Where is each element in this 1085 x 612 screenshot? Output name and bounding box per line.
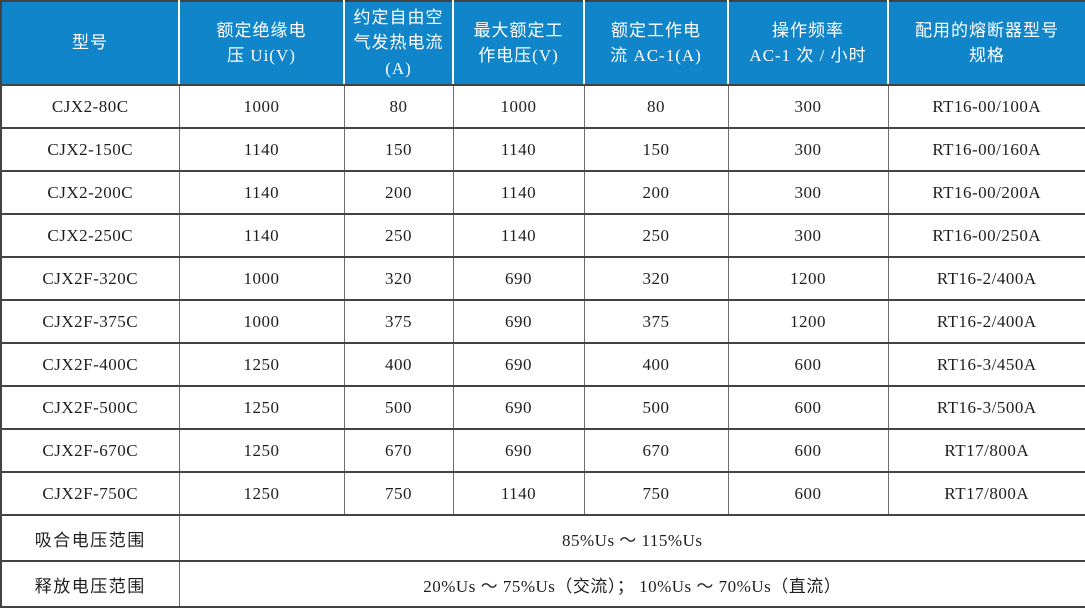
value-cell: 670 bbox=[583, 428, 728, 472]
value-cell: 1000 bbox=[178, 256, 344, 300]
value-cell: RT16-2/400A bbox=[887, 299, 1085, 343]
model-cell: CJX2F-670C bbox=[1, 428, 179, 472]
value-cell: 1140 bbox=[178, 213, 344, 257]
value-cell: RT17/800A bbox=[887, 471, 1085, 515]
model-cell: CJX2F-750C bbox=[1, 471, 179, 515]
value-cell: RT16-00/100A bbox=[887, 84, 1085, 128]
model-cell: CJX2-250C bbox=[1, 213, 179, 257]
table-row: CJX2F-375C 1000 375 690 375 1200 RT16-2/400A bbox=[1, 299, 1085, 343]
value-cell: 150 bbox=[583, 127, 728, 171]
value-cell: 400 bbox=[343, 342, 453, 386]
footer-label-cell: 吸合电压范围 bbox=[1, 514, 179, 561]
footer-value-cell: 85%Us ～ 115%Us bbox=[178, 514, 1085, 561]
table-row: CJX2-200C 1140 200 1140 200 300 RT16-00/200A bbox=[1, 170, 1085, 214]
value-cell: 320 bbox=[343, 256, 453, 300]
column-header-rated-working-current-ac1: 额定工作电流 AC-1(A) bbox=[583, 1, 728, 86]
table-row: CJX2F-400C 1250 400 690 400 600 RT16-3/450A bbox=[1, 342, 1085, 386]
model-cell: CJX2F-375C bbox=[1, 299, 179, 343]
value-cell: RT16-3/500A bbox=[887, 385, 1085, 429]
column-header-model: 型号 bbox=[1, 1, 179, 86]
footer-label-cell: 释放电压范围 bbox=[1, 560, 179, 607]
value-cell: 750 bbox=[583, 471, 728, 515]
model-cell: CJX2-200C bbox=[1, 170, 179, 214]
value-cell: 1250 bbox=[178, 385, 344, 429]
model-cell: CJX2-80C bbox=[1, 84, 179, 128]
value-cell: 1140 bbox=[452, 170, 584, 214]
footer-value-cell: 20%Us ～ 75%Us（交流）； 10%Us ～ 70%Us（直流） bbox=[178, 560, 1085, 607]
value-cell: 690 bbox=[452, 428, 584, 472]
value-cell: 1140 bbox=[452, 471, 584, 515]
model-cell: CJX2F-500C bbox=[1, 385, 179, 429]
value-cell: 300 bbox=[727, 170, 888, 214]
value-cell: 300 bbox=[727, 127, 888, 171]
value-cell: 320 bbox=[583, 256, 728, 300]
value-cell: RT17/800A bbox=[887, 428, 1085, 472]
value-cell: 80 bbox=[583, 84, 728, 128]
value-cell: 600 bbox=[727, 342, 888, 386]
column-header-free-air-thermal-current: 约定自由空 气发热电流 (A) bbox=[343, 1, 453, 86]
model-cell: CJX2F-400C bbox=[1, 342, 179, 386]
table-row: CJX2F-750C 1250 750 1140 750 600 RT17/800A bbox=[1, 471, 1085, 515]
value-cell: 670 bbox=[343, 428, 453, 472]
value-cell: RT16-00/250A bbox=[887, 213, 1085, 257]
table-row: CJX2F-320C 1000 320 690 320 1200 RT16-2/400A bbox=[1, 256, 1085, 300]
table-body: CJX2-80C 1000 80 1000 80 300 RT16-00/100A CJX2-… bbox=[1, 84, 1085, 515]
value-cell: 200 bbox=[343, 170, 453, 214]
value-cell: 1140 bbox=[452, 127, 584, 171]
value-cell: 1000 bbox=[452, 84, 584, 128]
value-cell: RT16-00/200A bbox=[887, 170, 1085, 214]
table-row: CJX2F-500C 1250 500 690 500 600 RT16-3/500A bbox=[1, 385, 1085, 429]
value-cell: 1250 bbox=[178, 342, 344, 386]
value-cell: 690 bbox=[452, 256, 584, 300]
value-cell: RT16-00/160A bbox=[887, 127, 1085, 171]
value-cell: 200 bbox=[583, 170, 728, 214]
table-header-row: 型号 额定绝缘电压 Ui(V) 约定自由空 气发热电流 (A) 最大额定工 作电压(V) 额定… bbox=[1, 1, 1085, 86]
table-header: 型号 额定绝缘电压 Ui(V) 约定自由空 气发热电流 (A) 最大额定工 作电压(V) 额定… bbox=[1, 1, 1085, 86]
value-cell: 600 bbox=[727, 428, 888, 472]
value-cell: 400 bbox=[583, 342, 728, 386]
value-cell: 250 bbox=[583, 213, 728, 257]
value-cell: 1140 bbox=[178, 170, 344, 214]
value-cell: 150 bbox=[343, 127, 453, 171]
table-footer: 吸合电压范围 85%Us ～ 115%Us 释放电压范围 20%Us ～ 75%Us（… bbox=[1, 514, 1085, 607]
value-cell: 375 bbox=[343, 299, 453, 343]
value-cell: 500 bbox=[583, 385, 728, 429]
footer-row: 吸合电压范围 85%Us ～ 115%Us bbox=[1, 514, 1085, 561]
value-cell: 300 bbox=[727, 213, 888, 257]
value-cell: 80 bbox=[343, 84, 453, 128]
value-cell: RT16-3/450A bbox=[887, 342, 1085, 386]
value-cell: 1000 bbox=[178, 299, 344, 343]
table-row: CJX2F-670C 1250 670 690 670 600 RT17/800A bbox=[1, 428, 1085, 472]
table-row: CJX2-150C 1140 150 1140 150 300 RT16-00/160A bbox=[1, 127, 1085, 171]
value-cell: 690 bbox=[452, 299, 584, 343]
value-cell: 1200 bbox=[727, 299, 888, 343]
value-cell: 300 bbox=[727, 84, 888, 128]
column-header-max-rated-working-voltage: 最大额定工 作电压(V) bbox=[452, 1, 584, 86]
value-cell: 375 bbox=[583, 299, 728, 343]
value-cell: 690 bbox=[452, 342, 584, 386]
footer-row: 释放电压范围 20%Us ～ 75%Us（交流）； 10%Us ～ 70%Us（直… bbox=[1, 560, 1085, 607]
value-cell: 600 bbox=[727, 385, 888, 429]
model-cell: CJX2F-320C bbox=[1, 256, 179, 300]
column-header-rated-insulation-voltage: 额定绝缘电压 Ui(V) bbox=[178, 1, 344, 86]
value-cell: 750 bbox=[343, 471, 453, 515]
value-cell: RT16-2/400A bbox=[887, 256, 1085, 300]
value-cell: 1140 bbox=[452, 213, 584, 257]
value-cell: 1250 bbox=[178, 428, 344, 472]
value-cell: 1200 bbox=[727, 256, 888, 300]
table-row: CJX2-80C 1000 80 1000 80 300 RT16-00/100A bbox=[1, 84, 1085, 128]
column-header-matching-fuse-spec: 配用的熔断器型号 规格 bbox=[887, 1, 1085, 86]
column-header-operating-frequency: 操作频率 AC-1 次 / 小时 bbox=[727, 1, 888, 86]
value-cell: 1250 bbox=[178, 471, 344, 515]
table-row: CJX2-250C 1140 250 1140 250 300 RT16-00/250A bbox=[1, 213, 1085, 257]
value-cell: 600 bbox=[727, 471, 888, 515]
value-cell: 690 bbox=[452, 385, 584, 429]
value-cell: 250 bbox=[343, 213, 453, 257]
value-cell: 1000 bbox=[178, 84, 344, 128]
value-cell: 1140 bbox=[178, 127, 344, 171]
model-cell: CJX2-150C bbox=[1, 127, 179, 171]
value-cell: 500 bbox=[343, 385, 453, 429]
